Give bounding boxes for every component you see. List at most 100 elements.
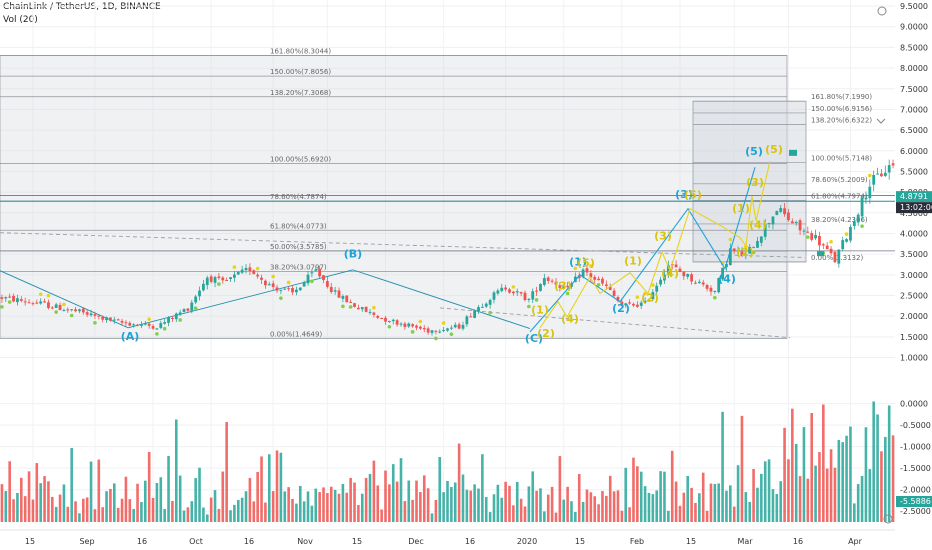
candle-body — [752, 246, 755, 248]
candle-body — [802, 230, 806, 232]
volume-bar — [287, 487, 290, 522]
volume-bar — [217, 508, 221, 522]
candle-body — [236, 271, 240, 275]
wave-label-yellow[interactable]: (2) — [537, 327, 555, 340]
volume-bar — [605, 495, 608, 522]
wave-label-yellow[interactable]: (4) — [561, 312, 579, 325]
wave-label-yellow[interactable]: (2) — [641, 292, 659, 305]
wave-label-yellow[interactable]: (5) — [577, 257, 595, 270]
candle-body — [337, 290, 341, 298]
dashed-trend-line[interactable] — [439, 307, 791, 339]
candle-body — [763, 224, 767, 237]
wave-label-yellow[interactable]: (3) — [654, 230, 672, 243]
wave-label-yellow[interactable]: (1) — [624, 254, 642, 267]
volume-bar — [202, 507, 205, 522]
candle-body — [23, 301, 27, 303]
volume-bar — [233, 504, 236, 522]
candle-body — [740, 251, 744, 256]
candle-body — [821, 244, 825, 246]
volume-indicator-label[interactable]: Vol (20) — [3, 15, 38, 25]
candle-body — [167, 317, 170, 323]
wave-label-cyan[interactable]: (3) — [675, 188, 693, 201]
fib-zone-secondary[interactable] — [692, 100, 807, 263]
candle-body — [515, 291, 519, 293]
candle-body — [717, 278, 721, 293]
volume-bar — [798, 476, 802, 522]
volume-bar — [372, 460, 376, 522]
candle-body — [624, 303, 628, 306]
wave-label-yellow[interactable]: (5) — [765, 143, 783, 156]
candle-body — [205, 277, 209, 286]
wave-b-line[interactable] — [127, 269, 354, 329]
wave-label-cyan[interactable]: (A) — [121, 330, 140, 343]
chart-controls[interactable] — [876, 6, 893, 524]
wave-label-yellow[interactable]: (1) — [732, 202, 750, 215]
volume-tick-label: -2.5000 — [900, 507, 931, 516]
volume-bar — [783, 427, 786, 522]
wave-label-yellow[interactable]: (3) — [746, 176, 764, 189]
candle-body — [4, 297, 8, 299]
candle-body — [333, 290, 337, 292]
signal-dot — [286, 280, 291, 285]
wave-label-yellow[interactable]: (3) — [554, 279, 572, 292]
candle-body — [8, 296, 12, 298]
x-tick-label: 15 — [575, 537, 585, 546]
wave-label-yellow[interactable]: (4) — [661, 267, 679, 280]
volume-bar — [717, 483, 721, 522]
fib-retracement-tools[interactable]: 161.80%(8.3044) 150.00%(7.8056) 138.20%(7.… — [0, 48, 872, 339]
signal-dot — [860, 224, 864, 228]
wave-label-cyan[interactable]: (5) — [745, 145, 763, 158]
dashed-trend-line[interactable] — [0, 232, 806, 258]
wave-label-cyan[interactable]: (B) — [344, 247, 362, 260]
fib-level-label: 161.80%(7.1990) — [811, 93, 872, 101]
wave-label-cyan[interactable]: (4) — [718, 272, 736, 285]
flag-marker[interactable] — [817, 251, 824, 257]
volume-tick-label: -2.0000 — [900, 486, 931, 495]
volume-bar — [116, 507, 120, 522]
candle-body — [364, 306, 368, 312]
candle-body — [632, 303, 635, 306]
signal-dot — [162, 326, 167, 331]
candle-body — [116, 319, 120, 321]
elliott-waves[interactable]: (A)(B)(C)(1)(2)(3)(4)(5)(1)(2)(3)(4)(5)(… — [121, 143, 824, 345]
wave-label-cyan[interactable]: (2) — [612, 302, 630, 315]
candle-body — [674, 264, 678, 268]
candle-body — [35, 302, 39, 304]
price-axis[interactable]: 9.5000 9.0000 8.5000 8.0000 7.5000 7.0000 6.50… — [895, 0, 932, 550]
fib-zone-primary[interactable] — [0, 55, 788, 339]
cyan-wave-path[interactable] — [529, 167, 756, 333]
x-tick-label: 15 — [25, 537, 35, 546]
flag-marker[interactable] — [789, 149, 797, 156]
candle-body — [883, 172, 887, 176]
signal-dot — [565, 291, 570, 296]
candle-body — [341, 296, 345, 299]
fib-level-label: 38.20%(4.2306) — [811, 216, 868, 224]
settings-gear-icon[interactable] — [877, 6, 887, 16]
volume-bar — [132, 508, 135, 522]
pane-settings-icon[interactable] — [883, 514, 893, 524]
candle-body — [542, 278, 546, 285]
candle-body — [604, 284, 608, 287]
wave-label-cyan[interactable]: (1) — [569, 256, 587, 269]
candle-body — [504, 287, 508, 290]
volume-bar — [295, 503, 298, 522]
wave-label-yellow[interactable]: (1) — [531, 303, 549, 316]
yellow-wave-path[interactable] — [539, 160, 771, 329]
candle-body — [178, 312, 182, 315]
volume-bar — [837, 440, 841, 522]
wave-label-yellow[interactable]: (2) — [736, 246, 754, 259]
collapse-chevron-icon[interactable] — [876, 118, 886, 124]
time-axis[interactable]: 15 Sep 16 Oct 16 Nov 15 Dec 16 2020 15 Feb 15 Mar 16 Ap… — [0, 529, 895, 546]
wave-label-yellow[interactable]: (4) — [749, 219, 767, 232]
volume-bar — [283, 491, 287, 522]
volume-bar — [349, 477, 352, 522]
volume-bar — [822, 404, 825, 522]
candle-body — [841, 240, 845, 250]
y-tick-label: 8.0000 — [900, 64, 928, 73]
wave-label-cyan[interactable]: (C) — [525, 332, 543, 345]
wave-label-yellow[interactable]: (5) — [684, 188, 702, 201]
fib-level-label: 100.00%(5.6920) — [270, 156, 331, 164]
wave-c-line[interactable] — [352, 269, 531, 330]
candle-body — [589, 273, 593, 278]
